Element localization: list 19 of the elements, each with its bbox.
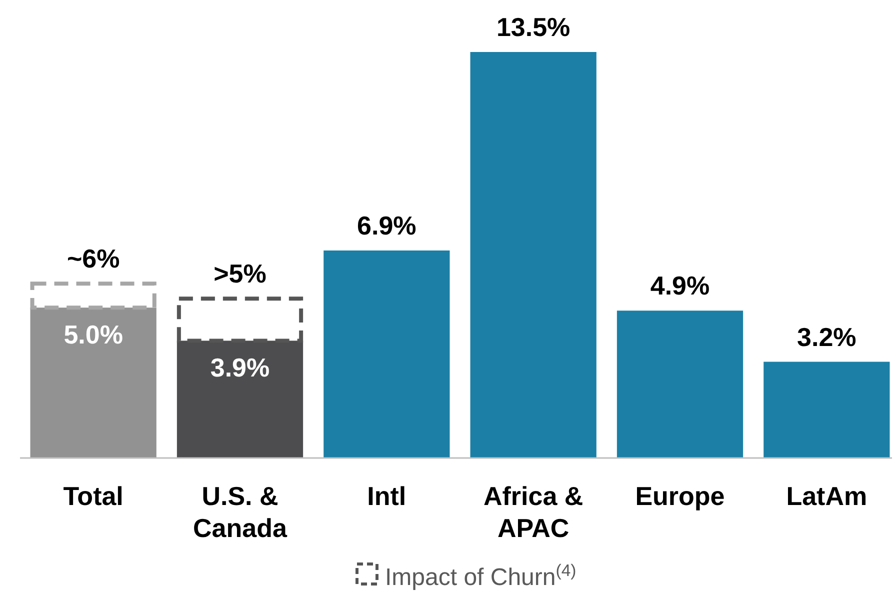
legend-label: Impact of Churn$^{(4)}$ bbox=[385, 560, 576, 591]
bar bbox=[324, 250, 450, 458]
total-label: ~6% bbox=[66, 244, 120, 274]
bar bbox=[764, 362, 890, 458]
data-label: 4.9% bbox=[650, 270, 710, 301]
data-label: 3.9% bbox=[210, 352, 270, 383]
data-label: 3.2% bbox=[797, 322, 856, 352]
data-label: 5.0% bbox=[64, 320, 123, 350]
x-tick-label: Total bbox=[63, 481, 124, 511]
total-label: >5% bbox=[214, 258, 266, 289]
bar bbox=[470, 52, 596, 458]
x-tick-label: U.S. & Canada bbox=[193, 481, 288, 543]
data-label: 13.5% bbox=[496, 12, 570, 42]
x-tick-label: LatAm bbox=[786, 481, 868, 511]
bar bbox=[616, 310, 744, 458]
x-tick-label: Intl bbox=[367, 481, 406, 511]
x-tick-label: Africa & APAC bbox=[483, 481, 584, 543]
data-label: 6.9% bbox=[357, 210, 416, 240]
x-tick-label: Europe bbox=[635, 481, 725, 511]
